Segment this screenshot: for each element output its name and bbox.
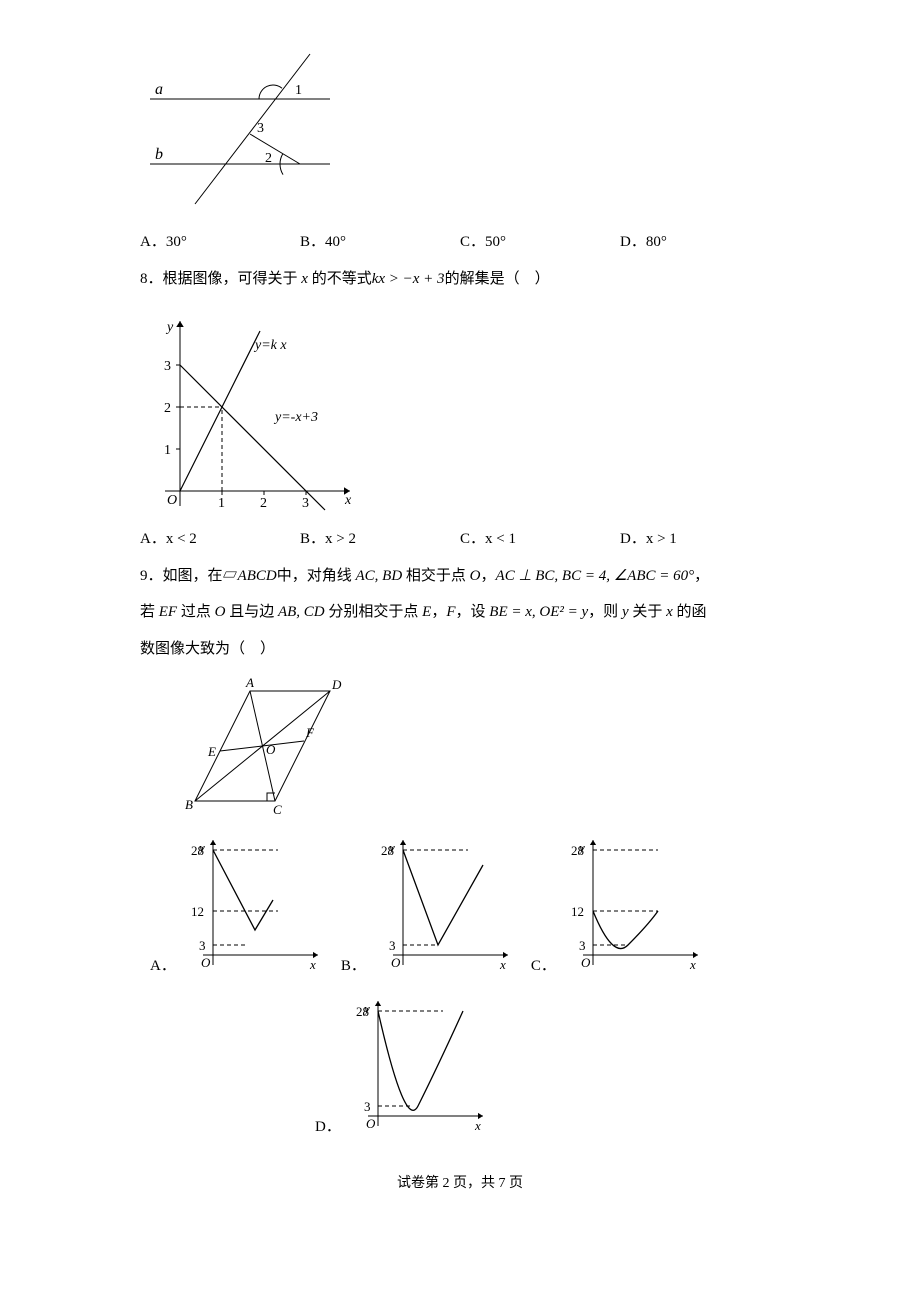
svg-text:y=-x+3: y=-x+3: [273, 410, 318, 425]
q8-options: A．x < 2 B．x > 2 C．x < 1 D．x > 1: [140, 525, 780, 554]
svg-text:1: 1: [164, 443, 171, 458]
q8-opt-d[interactable]: D．x > 1: [620, 525, 780, 554]
q9-opt-a[interactable]: A． Oxy28123: [150, 825, 333, 980]
q7-opt-a[interactable]: A．30°: [140, 228, 300, 257]
q8-figure: 1 2 3 1 2 3 y=k x y=-x+3 Ox y: [140, 301, 780, 521]
svg-text:x: x: [499, 957, 506, 972]
q8-num: 8．: [140, 271, 163, 287]
q8-opt-b[interactable]: B．x > 2: [300, 525, 460, 554]
svg-text:1: 1: [218, 496, 225, 511]
svg-text:A: A: [245, 675, 254, 690]
svg-text:O: O: [167, 493, 177, 508]
svg-text:x: x: [474, 1118, 481, 1133]
q9-opt-d[interactable]: D． Oxy283: [315, 986, 498, 1141]
svg-text:D: D: [331, 677, 342, 692]
svg-text:x: x: [309, 957, 316, 972]
svg-text:O: O: [581, 955, 591, 970]
svg-text:y=k x: y=k x: [253, 338, 287, 353]
svg-text:3: 3: [199, 938, 206, 953]
svg-text:2: 2: [164, 401, 171, 416]
svg-text:3: 3: [257, 121, 264, 136]
svg-text:b: b: [155, 146, 163, 163]
svg-text:28: 28: [381, 843, 394, 858]
svg-text:O: O: [366, 1116, 376, 1131]
q8-opt-c[interactable]: C．x < 1: [460, 525, 620, 554]
q9-main-figure: A D B C O E F: [180, 671, 780, 821]
svg-text:2: 2: [265, 151, 272, 166]
q9-text-2: 若 EF 过点 O 且与边 AB, CD 分别相交于点 E，F，设 BE = x…: [140, 598, 780, 627]
svg-text:28: 28: [191, 843, 204, 858]
q7-figure: a b 1 23: [140, 44, 780, 224]
svg-text:B: B: [185, 797, 193, 812]
svg-text:O: O: [266, 742, 276, 757]
svg-text:12: 12: [191, 904, 204, 919]
svg-text:x: x: [689, 957, 696, 972]
svg-text:O: O: [391, 955, 401, 970]
svg-text:3: 3: [389, 938, 396, 953]
svg-text:3: 3: [302, 496, 309, 511]
q9-option-figs-row1: A． Oxy28123 B． Oxy283 C． Oxy28123: [150, 825, 780, 980]
q9-opt-b[interactable]: B． Oxy283: [341, 825, 523, 980]
svg-text:C: C: [273, 802, 282, 817]
svg-text:28: 28: [571, 843, 584, 858]
q9-text-3: 数图像大致为（ ）: [140, 635, 780, 664]
svg-text:F: F: [305, 725, 315, 740]
svg-text:3: 3: [364, 1099, 371, 1114]
svg-text:E: E: [207, 744, 216, 759]
q9-option-figs-row2: D． Oxy283: [315, 986, 780, 1141]
q7-options: A．30° B．40° C．50° D．80°: [140, 228, 780, 257]
svg-text:28: 28: [356, 1004, 369, 1019]
q9-text: 9．如图，在▱ABCD中，对角线 AC, BD 相交于点 O，AC ⊥ BC, …: [140, 562, 780, 591]
svg-text:O: O: [201, 955, 211, 970]
q9-opt-c[interactable]: C． Oxy28123: [531, 825, 713, 980]
page-footer: 试卷第 2 页，共 7 页: [140, 1171, 780, 1198]
svg-text:3: 3: [164, 359, 171, 374]
q8-text: 8．根据图像，可得关于 x 的不等式kx > −x + 3的解集是（ ）: [140, 265, 780, 294]
svg-text:3: 3: [579, 938, 586, 953]
svg-text:y: y: [165, 320, 174, 335]
svg-text:a: a: [155, 81, 163, 98]
svg-text:2: 2: [260, 496, 267, 511]
svg-text:12: 12: [571, 904, 584, 919]
q8-opt-a[interactable]: A．x < 2: [140, 525, 300, 554]
q7-opt-c[interactable]: C．50°: [460, 228, 620, 257]
svg-text:1: 1: [295, 83, 302, 98]
svg-text:x: x: [344, 493, 352, 508]
q7-opt-b[interactable]: B．40°: [300, 228, 460, 257]
q7-opt-d[interactable]: D．80°: [620, 228, 780, 257]
